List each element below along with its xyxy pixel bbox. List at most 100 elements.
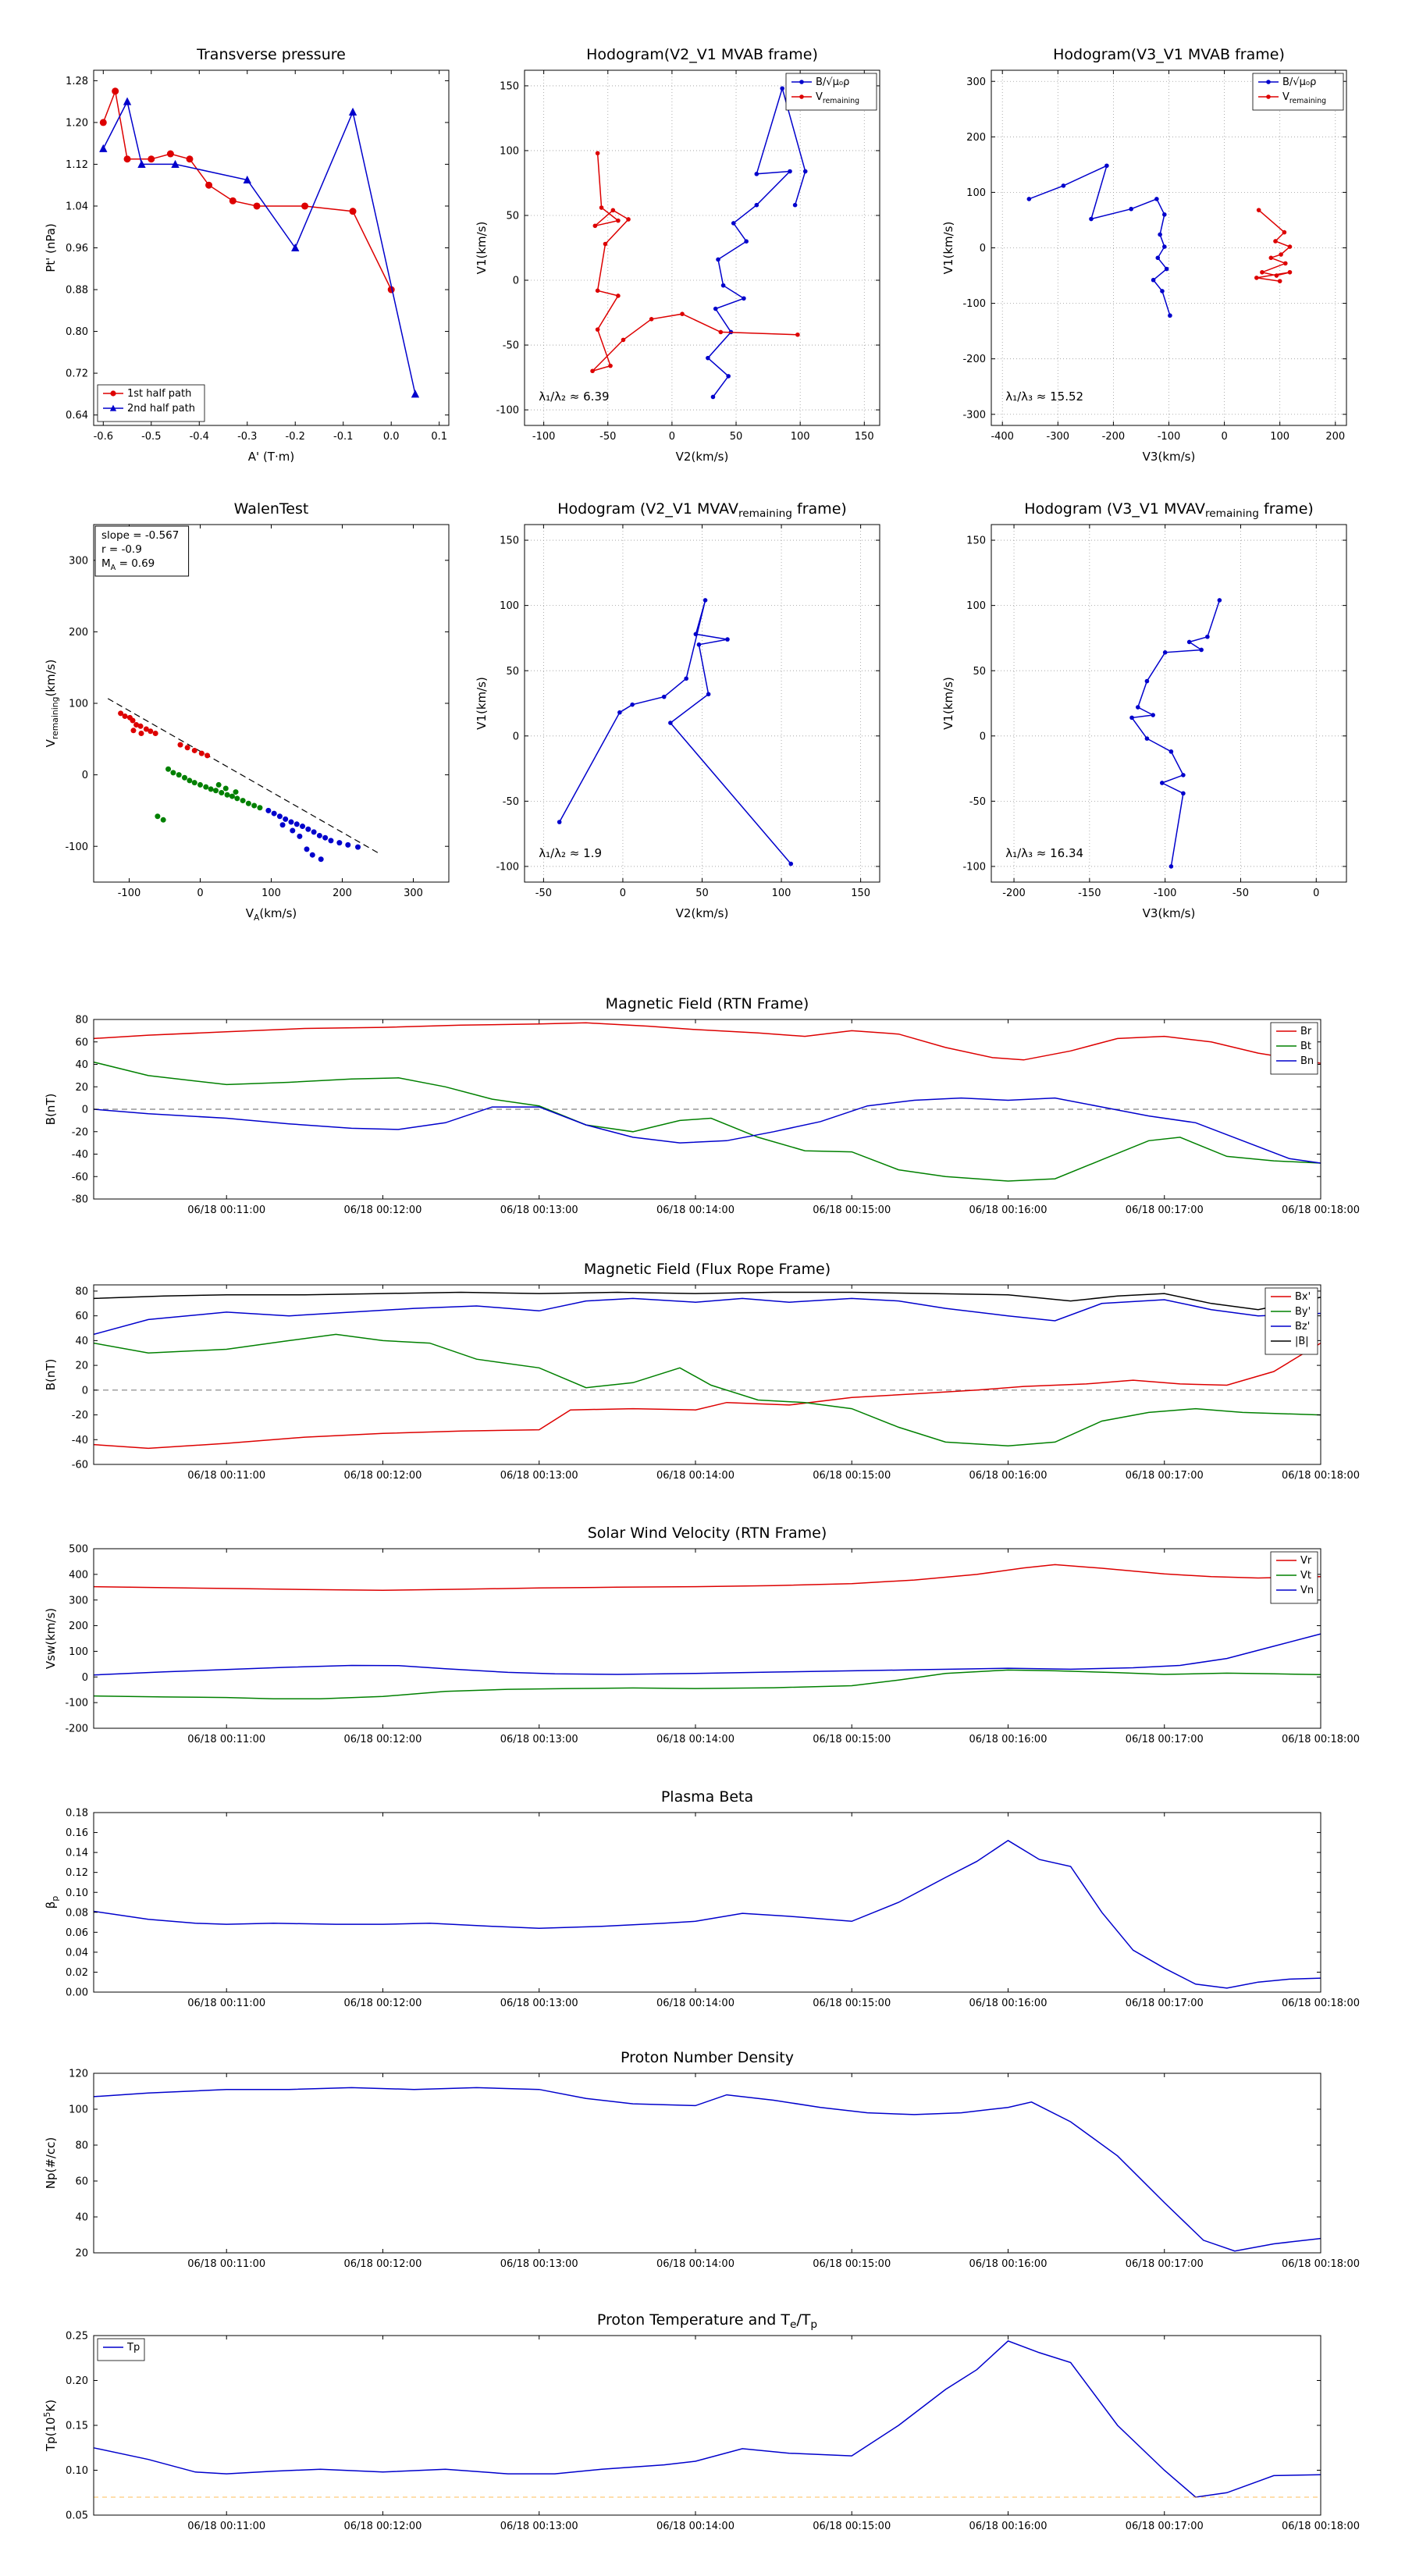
svg-text:-0.2: -0.2 <box>286 431 305 443</box>
svg-text:-0.1: -0.1 <box>333 431 353 443</box>
svg-text:80: 80 <box>75 1286 88 1297</box>
svg-text:06/18 00:12:00: 06/18 00:12:00 <box>343 1204 422 1216</box>
svg-text:40: 40 <box>75 1336 88 1347</box>
svg-text:-20: -20 <box>72 1126 88 1138</box>
svg-text:0.72: 0.72 <box>66 368 88 380</box>
svg-text:0.10: 0.10 <box>66 1888 88 1899</box>
svg-text:06/18 00:12:00: 06/18 00:12:00 <box>343 2521 422 2532</box>
svg-text:40: 40 <box>75 2212 88 2224</box>
svg-text:06/18 00:15:00: 06/18 00:15:00 <box>813 1204 891 1216</box>
svg-text:V1(km/s): V1(km/s) <box>475 222 489 275</box>
svg-text:V1(km/s): V1(km/s) <box>941 222 955 275</box>
svg-text:06/18 00:14:00: 06/18 00:14:00 <box>656 1734 735 1745</box>
svg-text:80: 80 <box>75 2140 88 2152</box>
svg-text:V2(km/s): V2(km/s) <box>676 906 729 920</box>
svg-text:-40: -40 <box>72 1435 88 1446</box>
svg-text:-300: -300 <box>1047 431 1070 443</box>
svg-text:-100: -100 <box>1158 431 1181 443</box>
svg-text:B(nT): B(nT) <box>44 1359 58 1391</box>
svg-text:-100: -100 <box>65 1698 88 1710</box>
svg-text:0: 0 <box>980 243 986 254</box>
svg-text:0: 0 <box>513 276 519 287</box>
svg-text:06/18 00:16:00: 06/18 00:16:00 <box>969 1204 1047 1216</box>
svg-text:06/18 00:13:00: 06/18 00:13:00 <box>500 2521 578 2532</box>
panel-plasma-beta: 06/18 00:11:00 06/18 00:12:00 06/18 00:13:… <box>31 1777 1360 2035</box>
svg-text:-50: -50 <box>535 888 552 899</box>
svg-text:0.10: 0.10 <box>66 2465 88 2477</box>
svg-text:50: 50 <box>506 211 519 222</box>
svg-text:V3(km/s): V3(km/s) <box>1143 450 1196 464</box>
svg-text:0.64: 0.64 <box>66 410 88 422</box>
svg-text:0.96: 0.96 <box>66 243 88 254</box>
svg-text:50: 50 <box>973 666 986 678</box>
svg-text:2nd half path: 2nd half path <box>127 403 195 415</box>
svg-text:VA(km/s): VA(km/s) <box>246 906 297 923</box>
svg-text:Np(#/cc): Np(#/cc) <box>44 2137 58 2190</box>
svg-text:0: 0 <box>82 1385 88 1397</box>
svg-text:06/18 00:15:00: 06/18 00:15:00 <box>813 1470 891 1482</box>
svg-text:-100: -100 <box>532 431 556 443</box>
svg-text:100: 100 <box>1270 431 1289 443</box>
panel-solar-wind-velocity: 06/18 00:11:00 06/18 00:12:00 06/18 00:13:… <box>31 1514 1360 1771</box>
svg-text:0: 0 <box>513 731 519 742</box>
svg-text:20: 20 <box>75 1082 88 1094</box>
svg-text:slope = -0.567: slope = -0.567 <box>101 529 179 542</box>
svg-text:06/18 00:12:00: 06/18 00:12:00 <box>343 1470 422 1482</box>
svg-text:06/18 00:18:00: 06/18 00:18:00 <box>1282 2521 1360 2532</box>
svg-text:-200: -200 <box>1102 431 1126 443</box>
svg-text:100: 100 <box>500 146 519 158</box>
svg-text:-100: -100 <box>118 888 141 899</box>
svg-text:-0.6: -0.6 <box>94 431 113 443</box>
svg-text:Br: Br <box>1300 1026 1312 1037</box>
svg-text:V2(km/s): V2(km/s) <box>676 450 729 464</box>
svg-text:Tp(105K): Tp(105K) <box>42 2400 58 2452</box>
svg-text:-400: -400 <box>991 431 1014 443</box>
svg-text:100: 100 <box>966 600 986 612</box>
svg-text:WalenTest: WalenTest <box>234 500 309 518</box>
svg-text:Vn: Vn <box>1300 1585 1314 1596</box>
svg-text:Vremaining: Vremaining <box>816 91 859 105</box>
svg-text:200: 200 <box>69 627 88 639</box>
svg-text:B(nT): B(nT) <box>44 1094 58 1126</box>
svg-text:-50: -50 <box>969 796 986 808</box>
svg-text:150: 150 <box>855 431 874 443</box>
svg-text:06/18 00:18:00: 06/18 00:18:00 <box>1282 1204 1360 1216</box>
panel-magnetic-field-flux-rope: 06/18 00:11:00 06/18 00:12:00 06/18 00:13:… <box>31 1250 1360 1507</box>
svg-text:-300: -300 <box>962 409 986 421</box>
svg-text:06/18 00:11:00: 06/18 00:11:00 <box>187 1998 265 2009</box>
svg-text:0.15: 0.15 <box>66 2421 88 2432</box>
panel-proton-number-density: 06/18 00:11:00 06/18 00:12:00 06/18 00:13:… <box>31 2038 1360 2296</box>
svg-text:0: 0 <box>1313 888 1319 899</box>
svg-text:300: 300 <box>966 76 986 88</box>
svg-text:-50: -50 <box>503 796 519 808</box>
svg-text:200: 200 <box>966 132 986 144</box>
svg-text:A' (T·m): A' (T·m) <box>248 450 294 464</box>
svg-text:50: 50 <box>695 888 709 899</box>
svg-text:0: 0 <box>669 431 675 443</box>
svg-text:-0.4: -0.4 <box>190 431 209 443</box>
svg-text:Transverse pressure: Transverse pressure <box>196 46 346 63</box>
svg-text:0.02: 0.02 <box>66 1967 88 1979</box>
svg-text:-50: -50 <box>503 340 519 352</box>
svg-text:0.80: 0.80 <box>66 326 88 338</box>
svg-text:100: 100 <box>69 699 88 710</box>
svg-text:100: 100 <box>500 600 519 612</box>
svg-text:60: 60 <box>75 2176 88 2188</box>
svg-text:λ₁/λ₃ ≈ 15.52: λ₁/λ₃ ≈ 15.52 <box>1005 390 1083 404</box>
svg-text:0: 0 <box>1221 431 1227 443</box>
svg-text:06/18 00:18:00: 06/18 00:18:00 <box>1282 1734 1360 1745</box>
svg-text:0.20: 0.20 <box>66 2375 88 2387</box>
svg-text:-0.5: -0.5 <box>141 431 161 443</box>
svg-text:Hodogram (V3_V1 MVAVremaining: Hodogram (V3_V1 MVAVremaining frame) <box>1024 500 1314 520</box>
svg-text:06/18 00:14:00: 06/18 00:14:00 <box>656 2258 735 2270</box>
svg-text:Hodogram (V2_V1 MVAVremaining: Hodogram (V2_V1 MVAVremaining frame) <box>557 500 847 520</box>
svg-text:150: 150 <box>966 535 986 547</box>
svg-text:20: 20 <box>75 1361 88 1372</box>
svg-text:06/18 00:12:00: 06/18 00:12:00 <box>343 2258 422 2270</box>
svg-text:400: 400 <box>69 1569 88 1581</box>
svg-text:06/18 00:16:00: 06/18 00:16:00 <box>969 1470 1047 1482</box>
svg-text:06/18 00:16:00: 06/18 00:16:00 <box>969 2521 1047 2532</box>
svg-text:-60: -60 <box>72 1460 88 1471</box>
svg-text:300: 300 <box>69 555 88 567</box>
svg-text:60: 60 <box>75 1037 88 1048</box>
